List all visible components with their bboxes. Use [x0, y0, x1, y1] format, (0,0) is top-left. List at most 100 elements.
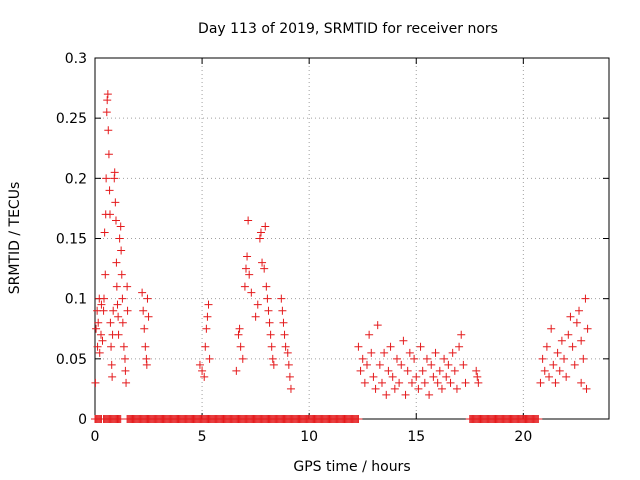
data-point [390, 384, 399, 393]
data-point [120, 354, 129, 363]
data-point [579, 354, 588, 363]
data-point [202, 324, 211, 333]
data-point [138, 288, 147, 297]
data-point [121, 366, 130, 375]
data-point [267, 342, 276, 351]
data-point [105, 186, 114, 195]
data-point [115, 234, 124, 243]
data-point [397, 360, 406, 369]
data-point [119, 342, 128, 351]
data-point [122, 378, 131, 387]
data-point [118, 294, 127, 303]
x-tick-label: 15 [407, 429, 425, 445]
data-point [235, 324, 244, 333]
data-point [94, 318, 103, 327]
data-point [392, 354, 401, 363]
data-point [255, 234, 264, 243]
data-point [118, 318, 127, 327]
data-point [572, 318, 581, 327]
data-point [429, 372, 438, 381]
data-point [410, 354, 419, 363]
data-point [243, 252, 252, 261]
data-point [386, 342, 395, 351]
data-point [143, 294, 152, 303]
data-point [232, 366, 241, 375]
data-point [416, 342, 425, 351]
y-tick-label: 0.05 [56, 352, 87, 368]
data-point [201, 342, 210, 351]
data-point [354, 342, 363, 351]
data-point [200, 372, 209, 381]
data-point [104, 126, 113, 135]
data-point [204, 300, 213, 309]
data-point [380, 348, 389, 357]
data-point [367, 348, 376, 357]
data-point [106, 318, 115, 327]
data-point [203, 312, 212, 321]
data-point [258, 258, 267, 267]
data-point [140, 324, 149, 333]
data-point [111, 198, 120, 207]
data-point [455, 342, 464, 351]
data-point [362, 360, 371, 369]
data-point [91, 378, 100, 387]
data-point [113, 300, 122, 309]
data-point [542, 342, 551, 351]
data-point [241, 264, 250, 273]
chart-title: Day 113 of 2019, SRMTID for receiver nor… [198, 21, 498, 37]
data-point [444, 360, 453, 369]
data-point [540, 366, 549, 375]
data-point [102, 174, 111, 183]
data-point [256, 228, 265, 237]
axis-tick-labels: 0 5 10 15 20 0 0.05 0.1 0.15 0.2 0.25 0.3 [56, 51, 532, 445]
data-point [583, 324, 592, 333]
data-point [403, 366, 412, 375]
data-point [564, 330, 573, 339]
x-axis-title: GPS time / hours [293, 459, 410, 475]
y-tick-label: 0.15 [56, 232, 87, 248]
data-point [263, 294, 272, 303]
data-point [205, 354, 214, 363]
data-point [414, 384, 423, 393]
data-point [144, 312, 153, 321]
data-point [98, 336, 107, 345]
data-point [452, 384, 461, 393]
data-point [244, 216, 253, 225]
data-point [360, 378, 369, 387]
data-point [114, 330, 123, 339]
data-point [109, 306, 118, 315]
data-point [240, 282, 249, 291]
data-point [420, 378, 429, 387]
grid [95, 58, 609, 419]
data-point [112, 282, 121, 291]
data-point [245, 270, 254, 279]
data-point [285, 372, 294, 381]
data-point [281, 342, 290, 351]
data-point [102, 108, 111, 117]
data-point [279, 318, 288, 327]
data-point [422, 354, 431, 363]
data-point [461, 378, 470, 387]
data-point [268, 354, 277, 363]
data-point [399, 336, 408, 345]
data-point [562, 372, 571, 381]
data-point [117, 246, 126, 255]
data-point [570, 360, 579, 369]
data-point [551, 378, 560, 387]
data-point [142, 360, 151, 369]
data-point [575, 306, 584, 315]
data-point [442, 372, 451, 381]
data-point [107, 342, 116, 351]
data-point [123, 282, 132, 291]
data-point [283, 348, 292, 357]
data-point [412, 372, 421, 381]
data-point [459, 360, 468, 369]
data-point [437, 384, 446, 393]
data-point [405, 348, 414, 357]
data-point [141, 342, 150, 351]
data-point [266, 330, 275, 339]
data-point [96, 330, 105, 339]
x-tick-label: 0 [91, 429, 100, 445]
data-point [253, 300, 262, 309]
data-point [236, 342, 245, 351]
